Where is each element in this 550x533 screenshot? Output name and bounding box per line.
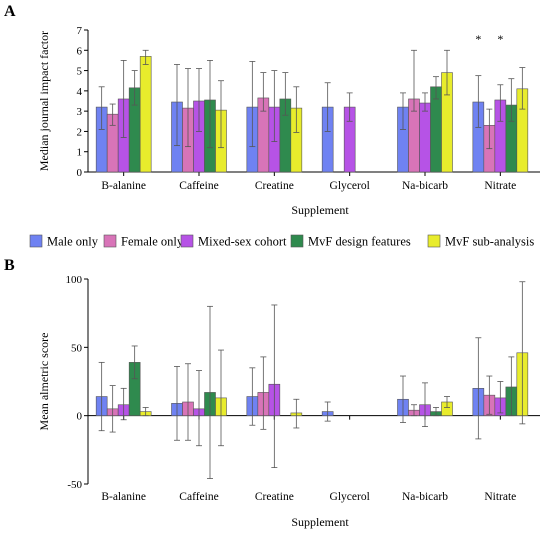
- legend-label: MvF sub-analysis: [445, 235, 534, 249]
- legend-label: Mixed-sex cohort: [198, 235, 287, 249]
- y-tick-label: 50: [71, 342, 83, 354]
- bar: [139, 56, 152, 173]
- y-tick-label: 100: [66, 274, 83, 286]
- panel-b-chart: -50 0 50 100 Mean almetric score Supplement B-…: [37, 274, 540, 529]
- legend-swatch: [290, 234, 304, 248]
- y-tick-label: 3: [77, 106, 83, 118]
- y-tick-label: 2: [77, 126, 83, 138]
- x-tick-label: Nitrate: [484, 491, 516, 503]
- y-tick-label: 1: [77, 147, 83, 159]
- legend-label: MvF design features: [308, 235, 411, 249]
- legend-swatch: [29, 234, 43, 248]
- significance-marker: *: [475, 32, 481, 46]
- legend-label: Male only: [47, 235, 99, 249]
- significance-marker: *: [497, 32, 503, 46]
- legend-swatch: [180, 234, 194, 248]
- x-axis-title: Supplement: [291, 515, 349, 529]
- x-tick-label: Creatine: [255, 491, 294, 503]
- x-tick-label: Caffeine: [179, 491, 218, 503]
- y-tick-label: 7: [77, 25, 83, 37]
- x-tick-label: Na-bicarb: [402, 491, 448, 503]
- legend-swatch: [103, 234, 117, 248]
- legend: Male only Female only Mixed-sex cohort MvF …: [29, 234, 534, 249]
- x-tick-label: Na-bicarb: [402, 180, 448, 192]
- legend-label: Female only: [121, 235, 184, 249]
- x-tick-label: B-alanine: [101, 180, 146, 192]
- bar: [419, 102, 431, 173]
- y-axis-title: Mean almetric score: [37, 333, 51, 431]
- bar: [430, 86, 442, 173]
- x-tick-label: Glycerol: [330, 180, 370, 192]
- y-tick-label: 6: [77, 45, 83, 57]
- y-tick-label: 4: [77, 86, 83, 98]
- y-tick-label: -50: [67, 479, 82, 491]
- y-tick-label: 5: [77, 66, 83, 78]
- y-axis-title: Median journal impact factor: [37, 31, 51, 171]
- legend-swatch: [427, 234, 441, 248]
- panel-b-label: B: [4, 257, 15, 274]
- x-axis-title: Supplement: [291, 203, 349, 217]
- y-tick-label: 0: [77, 411, 83, 423]
- x-tick-label: Glycerol: [330, 491, 370, 503]
- panel-a-label: A: [4, 3, 16, 20]
- x-tick-label: B-alanine: [101, 491, 146, 503]
- x-tick-label: Nitrate: [484, 180, 516, 192]
- y-tick-label: 0: [77, 167, 83, 179]
- x-tick-label: Caffeine: [179, 180, 218, 192]
- x-tick-label: Creatine: [255, 180, 294, 192]
- panel-a-chart: 0 1 2 3 4 5 6 7 Median journal impact factor Supp…: [37, 25, 540, 217]
